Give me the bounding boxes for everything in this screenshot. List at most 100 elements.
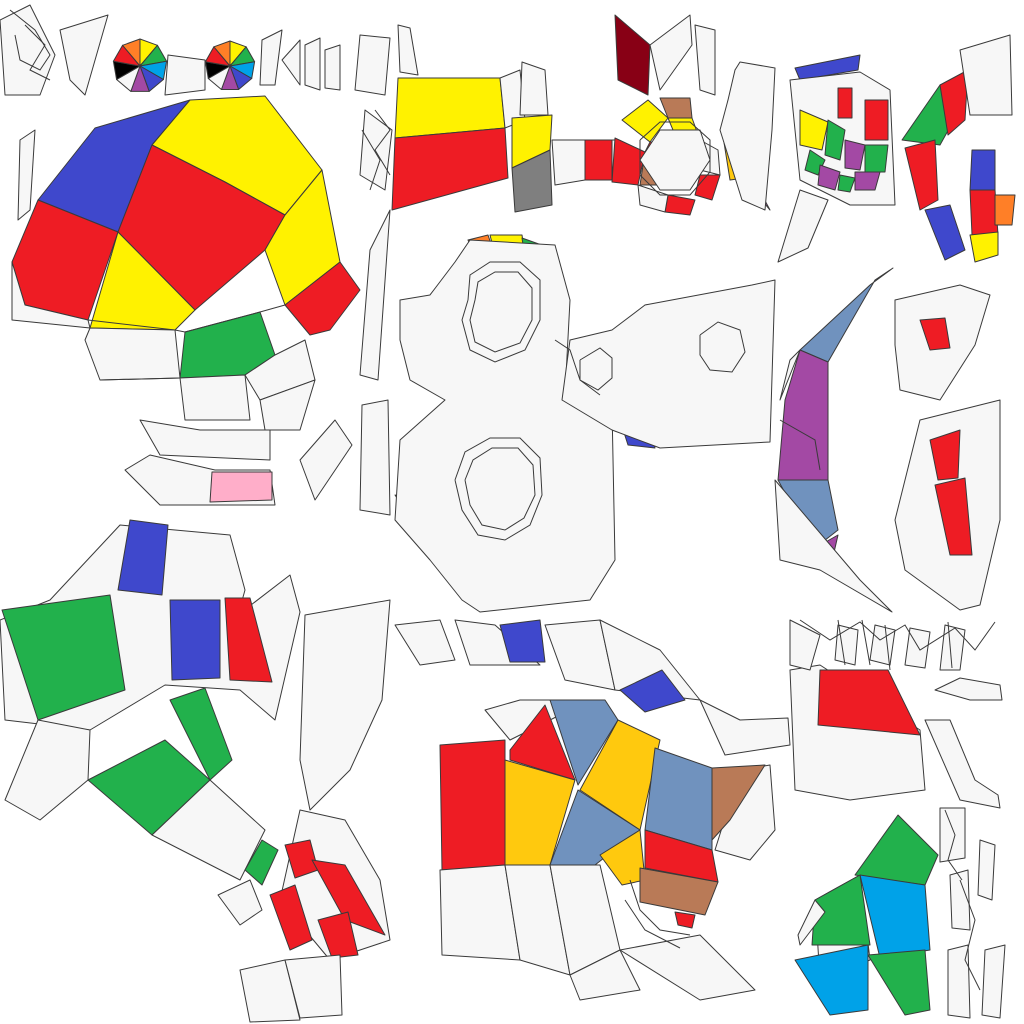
uv-edge [469,271,533,353]
uv-edge [374,109,391,176]
uv-face-white [777,189,829,263]
uv-face-red [837,87,853,119]
uv-face-white [977,839,996,901]
uv-edge [464,447,536,531]
uv-face-green [244,839,279,886]
uv-face-white [179,374,251,421]
uv-face-white [779,349,801,401]
uv-face-white [719,61,776,211]
uv-face-white [0,4,56,96]
uv-face-white [789,619,821,671]
uv-face-white [619,934,756,1001]
uv-face-white [694,24,716,96]
uv-face-red [224,597,273,683]
wheel-segment-orange [213,40,231,67]
uv-edge [9,9,51,71]
uv-edge [884,624,891,671]
uv-face-white [324,44,341,91]
uv-face-red [439,739,506,871]
uv-face-cyan [859,874,931,959]
uv-face-brown [639,867,719,916]
uv-edge [99,377,181,381]
uv-face-white [354,34,391,96]
uv-edge [624,899,681,949]
uv-face-blue [794,54,861,81]
uv-face-white [259,379,316,431]
uv-edge [554,339,601,396]
uv-face-red [934,477,973,556]
uv-face-red [664,194,696,216]
uv-face-blue [924,204,966,261]
uv-edge [461,261,541,363]
uv-face-white [949,869,971,931]
uv-edge [87,304,286,333]
uv-face-cyan [794,944,869,1016]
uv-face-white [947,944,971,1019]
color-wheel-icon [112,38,168,92]
uv-face-red [919,317,951,351]
uv-face-red [674,911,696,929]
uv-edge [629,879,691,936]
uv-face-white [924,719,1001,809]
uv-face-white [239,959,301,1023]
uv-face-white [869,624,896,666]
uv-face-white [299,599,391,811]
uv-face-white [359,399,391,516]
color-wheel-icon [204,40,256,90]
uv-face-red [584,139,613,181]
uv-face-blue [117,519,169,596]
uv-face-green [1,594,126,721]
uv-face-white [904,627,931,669]
uv-face-white [797,899,826,946]
uv-face-white [939,807,966,863]
uv-face-white [934,677,1003,701]
uv-face-blue [619,669,686,713]
wheel-segment-orange [122,38,141,67]
uv-face-white [304,37,321,91]
uv-edge [454,437,543,541]
uv-edge [779,419,821,471]
uv-face-white [649,14,693,91]
uv-face-white [259,29,283,86]
uv-face-red [904,139,939,211]
uv-face-brown [711,764,766,841]
uv-face-white [281,39,301,86]
uv-islands [0,4,1016,1023]
uv-face-blue [969,149,996,191]
uv-face-yellow [969,231,999,263]
uv-face-white [397,24,419,76]
uv-face-red [284,261,361,336]
uv-face-maroon [614,14,651,96]
uv-face-white [519,61,549,116]
uv-face-red [694,174,721,201]
uv-face-yellow [799,109,829,151]
uv-face-white [151,779,266,881]
uv-face-blue [499,619,546,663]
uv-edge [959,879,981,991]
uv-edge [837,619,846,666]
uv-face-white [561,279,776,449]
uv-edge [861,619,871,666]
uv-face-green [811,874,871,946]
uv-face-white [17,129,36,221]
uv-face-white [244,339,316,401]
uv-face-gray [511,149,553,213]
uv-face-red [864,99,889,141]
uv-face-white [959,34,1013,116]
uv-face-white [551,139,586,186]
uv-face-white [164,54,206,96]
uv-edge [799,619,996,651]
uv-face-red [939,69,969,136]
uv-edge [639,121,711,196]
uv-face-orange [994,194,1016,226]
uv-face-green [864,144,889,173]
uv-edge [24,24,51,81]
uv-face-red [311,859,386,936]
uv-face-white [299,419,353,501]
uv-face-white [637,184,669,213]
uv-face-white [394,239,616,613]
uv-face-white [359,109,393,191]
uv-face-green [854,814,939,886]
uv-face-green [169,687,233,781]
